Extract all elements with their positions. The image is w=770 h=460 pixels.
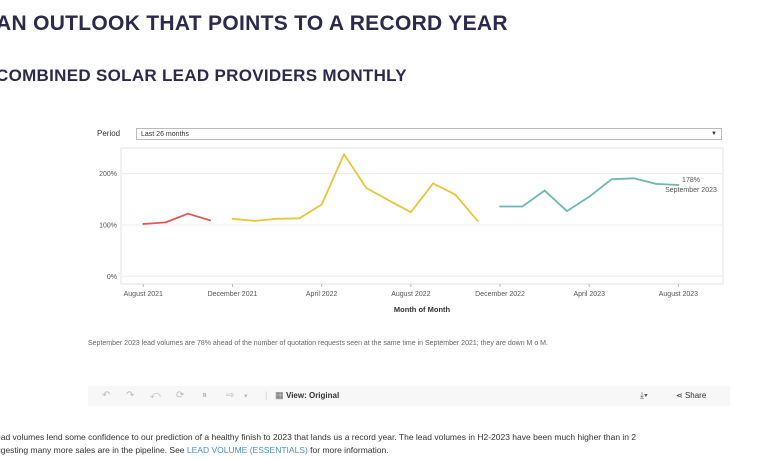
download-icon[interactable]: ⤓▾ <box>640 390 648 400</box>
body-paragraph: ead volumes lend some confidence to our … <box>0 431 636 457</box>
series-lines <box>142 153 680 225</box>
share-icon: ⋖ <box>676 391 683 400</box>
lead-volume-link[interactable]: LEAD VOLUME (ESSENTIALS) <box>186 445 308 455</box>
y-tick-label: 100% <box>99 222 117 229</box>
data-point <box>253 219 256 222</box>
x-tick-label: April 2023 <box>573 291 605 298</box>
data-point <box>432 182 435 185</box>
chevron-down-icon[interactable]: ▾ <box>244 393 248 400</box>
annotation-value-label: 178% <box>682 177 700 184</box>
view-original-button[interactable]: View: Original <box>286 391 340 400</box>
body-line-2-end: for more information. <box>307 445 389 455</box>
series-line-0 <box>143 212 211 225</box>
data-point <box>320 203 323 206</box>
chart-caption: September 2023 lead volumes are 78% ahea… <box>88 340 548 347</box>
data-point <box>499 205 501 208</box>
data-point <box>276 217 278 220</box>
refresh-icon[interactable]: ⟳ <box>176 390 185 401</box>
data-point <box>186 212 189 215</box>
x-axis-ticks: August 2021 December 2021 April 2022 August… <box>124 284 698 298</box>
y-tick-label: 200% <box>99 171 117 178</box>
view-icon[interactable]: ▦ <box>275 390 284 400</box>
data-point <box>142 223 145 225</box>
data-point <box>209 219 212 222</box>
body-line-2: ggesting many more sales are in the pipe… <box>0 444 636 457</box>
dropdown-arrow-icon[interactable]: ▼ <box>711 131 717 137</box>
link-icon[interactable]: ⇨ <box>226 390 235 401</box>
undo-icon[interactable]: ↶ <box>102 390 111 401</box>
body-line-1: ead volumes lend some confidence to our … <box>0 432 637 442</box>
data-point <box>543 189 546 192</box>
redo-icon[interactable]: ↷ <box>126 390 135 401</box>
toolbar-divider: | <box>265 390 268 400</box>
share-label: Share <box>684 391 707 400</box>
revert-icon[interactable]: ⤺ <box>150 390 161 401</box>
data-point <box>343 153 345 156</box>
data-point <box>164 221 167 224</box>
period-filter-value: Last 26 months <box>141 131 189 138</box>
series-line-2 <box>500 177 679 212</box>
data-point <box>231 217 234 220</box>
data-point <box>409 211 412 214</box>
data-point <box>655 183 658 185</box>
data-point <box>610 178 613 181</box>
y-axis-ticks: 0% 100% 200% <box>99 171 117 281</box>
data-point <box>632 177 635 180</box>
line-chart: 0% 100% 200% August 2021 December 2021 April… <box>99 147 724 314</box>
data-point <box>566 210 568 213</box>
x-axis-label: Month of Month <box>394 305 451 314</box>
gridlines <box>121 173 723 277</box>
x-tick-label: April 2022 <box>306 291 338 298</box>
plot-area-border <box>120 147 724 285</box>
share-button[interactable]: ⋖ Share <box>676 391 706 400</box>
data-point <box>298 217 301 220</box>
annotation-date-label: September 2023 <box>665 187 717 194</box>
x-tick-label: December 2022 <box>475 291 525 298</box>
data-point <box>365 187 368 189</box>
period-filter-select[interactable]: Last 26 months ▼ <box>136 128 722 140</box>
pause-icon[interactable]: ⏸ <box>202 390 207 401</box>
x-tick-label: August 2021 <box>124 291 163 298</box>
data-point <box>454 193 457 196</box>
y-tick-label: 0% <box>107 274 117 281</box>
data-point <box>677 184 680 186</box>
data-point <box>521 205 524 208</box>
data-point <box>387 199 390 202</box>
data-point <box>476 219 479 222</box>
x-tick-label: August 2022 <box>391 291 430 298</box>
series-line-1 <box>232 153 479 222</box>
chart-section-title: COMBINED SOLAR LEAD PROVIDERS MONTHLY <box>0 66 407 85</box>
data-point <box>588 195 591 198</box>
body-line-2-start: ggesting many more sales are in the pipe… <box>0 445 187 455</box>
page-headline: AN OUTLOOK THAT POINTS TO A RECORD YEAR <box>0 12 508 35</box>
viz-toolbar: ↶ ↷ ⤺ ⟳ ⏸ ⇨ ▾ | ▦ View: Original ⤓▾ ⋖ Sh… <box>88 386 730 406</box>
x-tick-label: December 2021 <box>208 291 258 298</box>
period-filter-label: Period <box>97 129 121 138</box>
x-tick-label: August 2023 <box>659 291 698 298</box>
